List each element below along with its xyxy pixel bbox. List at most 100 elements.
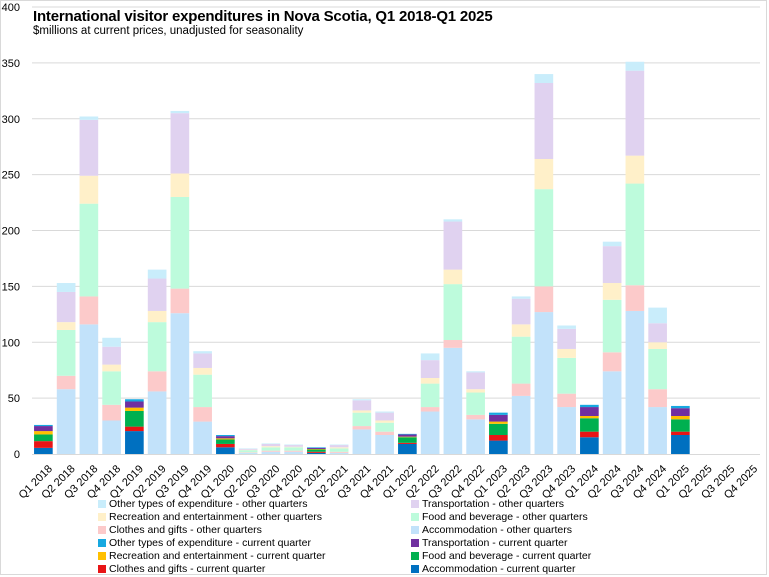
- legend-item: Food and beverage - other quarters: [411, 510, 591, 523]
- bar-segment-food-and-beverage: [307, 449, 326, 452]
- bar-segment-clothes-and-gifts: [147, 371, 167, 392]
- bar-segment-recreation-and-entertainment: [56, 322, 76, 330]
- bar-segment-clothes-and-gifts: [443, 340, 463, 348]
- bar-segment-clothes-and-gifts: [352, 426, 372, 430]
- legend-label: Other types of expenditure - other quart…: [109, 497, 308, 510]
- legend-item: Clothes and gifts - other quarters: [98, 523, 326, 536]
- bar-segment-recreation-and-entertainment: [125, 407, 144, 411]
- bar-segment-recreation-and-entertainment: [625, 155, 645, 184]
- bar-segment-other-types-of-expenditure: [34, 424, 53, 427]
- bar-segment-accommodation: [648, 407, 667, 454]
- bar-segment-clothes-and-gifts: [671, 431, 690, 435]
- bar-segment-transportation: [216, 436, 235, 439]
- legend-item: Clothes and gifts - current quarter: [98, 562, 326, 575]
- bar-segment-transportation: [511, 298, 531, 325]
- bar-segment-food-and-beverage: [56, 329, 76, 376]
- bar-segment-recreation-and-entertainment: [102, 364, 121, 372]
- bar-segment-food-and-beverage: [671, 419, 690, 432]
- bar-segment-transportation: [147, 278, 167, 311]
- bar-segment-other-types-of-expenditure: [216, 435, 235, 437]
- bar-segment-clothes-and-gifts: [307, 451, 326, 453]
- bar-stack: [170, 110, 190, 454]
- bars: [34, 61, 690, 454]
- bar-stack: [193, 351, 212, 454]
- bar-segment-transportation: [557, 328, 576, 349]
- bar-segment-clothes-and-gifts: [261, 450, 281, 452]
- bar-stack: [625, 61, 645, 454]
- bar-segment-recreation-and-entertainment: [216, 438, 235, 440]
- bar-segment-transportation: [329, 445, 349, 448]
- bar-stack: [420, 353, 440, 454]
- bar-segment-food-and-beverage: [216, 439, 235, 444]
- bar-segment-food-and-beverage: [102, 371, 121, 405]
- bar-segment-clothes-and-gifts: [602, 352, 622, 372]
- bar-segment-other-types-of-expenditure: [625, 61, 645, 71]
- bar-segment-food-and-beverage: [375, 422, 394, 432]
- bar-segment-accommodation: [375, 435, 394, 454]
- bar-segment-food-and-beverage: [625, 183, 645, 286]
- bar-segment-recreation-and-entertainment: [147, 310, 167, 323]
- bar-segment-accommodation: [56, 389, 76, 454]
- bar-stack: [102, 337, 121, 454]
- legend-item: Transportation - current quarter: [411, 536, 591, 549]
- legend-item: Recreation and entertainment - current q…: [98, 549, 326, 562]
- legend-right-column: Transportation - other quarters Food and …: [411, 497, 591, 575]
- bar-stack: [489, 412, 508, 454]
- legend-swatch: [98, 512, 106, 521]
- bar-segment-transportation: [261, 443, 281, 447]
- bar-segment-transportation: [34, 426, 53, 432]
- bar-segment-recreation-and-entertainment: [420, 378, 440, 384]
- bar-stack: [466, 371, 485, 454]
- bar-segment-other-types-of-expenditure: [238, 448, 258, 449]
- bar-stack: [602, 241, 622, 454]
- bar-segment-food-and-beverage: [79, 203, 99, 297]
- bar-segment-other-types-of-expenditure: [557, 325, 576, 329]
- bar-segment-recreation-and-entertainment: [671, 416, 690, 420]
- bar-segment-accommodation: [147, 391, 167, 454]
- bar-segment-food-and-beverage: [648, 348, 667, 390]
- legend-item: Food and beverage - current quarter: [411, 549, 591, 562]
- bar-stack: [534, 74, 554, 454]
- bar-segment-clothes-and-gifts: [34, 441, 53, 448]
- bar-segment-other-types-of-expenditure: [420, 353, 440, 361]
- bar-segment-other-types-of-expenditure: [511, 296, 531, 299]
- legend-swatch: [98, 525, 106, 534]
- y-tick-label: 300: [2, 114, 20, 126]
- bar-stack: [580, 404, 599, 454]
- bar-stack: [375, 411, 394, 454]
- bar-segment-transportation: [420, 360, 440, 379]
- bar-segment-transportation: [489, 414, 508, 422]
- bar-stack: [329, 444, 349, 454]
- legend-item: Other types of expenditure - other quart…: [98, 497, 326, 510]
- bar-segment-recreation-and-entertainment: [398, 436, 417, 438]
- legend-label: Accommodation - other quarters: [422, 523, 572, 536]
- bar-segment-clothes-and-gifts: [193, 407, 212, 422]
- bar-segment-accommodation: [307, 452, 326, 454]
- bar-segment-transportation: [238, 448, 258, 450]
- y-tick-label: 0: [14, 449, 20, 461]
- bar-segment-food-and-beverage: [261, 447, 281, 451]
- bar-segment-other-types-of-expenditure: [534, 74, 554, 83]
- legend-swatch: [411, 538, 419, 547]
- bar-stack: [34, 424, 53, 454]
- legend-left-column: Other types of expenditure - other quart…: [98, 497, 326, 575]
- bar-segment-transportation: [284, 445, 303, 447]
- bar-stack: [398, 433, 417, 454]
- bar-segment-clothes-and-gifts: [238, 452, 258, 453]
- bar-segment-food-and-beverage: [125, 410, 144, 427]
- bar-segment-transportation: [170, 113, 190, 174]
- bar-segment-other-types-of-expenditure: [56, 283, 76, 292]
- bar-segment-accommodation: [671, 435, 690, 454]
- bar-segment-accommodation: [170, 313, 190, 454]
- bar-segment-clothes-and-gifts: [511, 383, 531, 396]
- bar-segment-food-and-beverage: [34, 434, 53, 442]
- bar-segment-food-and-beverage: [443, 284, 463, 341]
- bar-segment-other-types-of-expenditure: [307, 447, 326, 448]
- bar-segment-other-types-of-expenditure: [375, 411, 394, 413]
- bar-segment-food-and-beverage: [284, 447, 303, 451]
- bar-segment-clothes-and-gifts: [170, 288, 190, 314]
- bar-segment-clothes-and-gifts: [284, 450, 303, 452]
- bar-segment-food-and-beverage: [147, 322, 167, 372]
- legend-label: Food and beverage - current quarter: [422, 549, 592, 562]
